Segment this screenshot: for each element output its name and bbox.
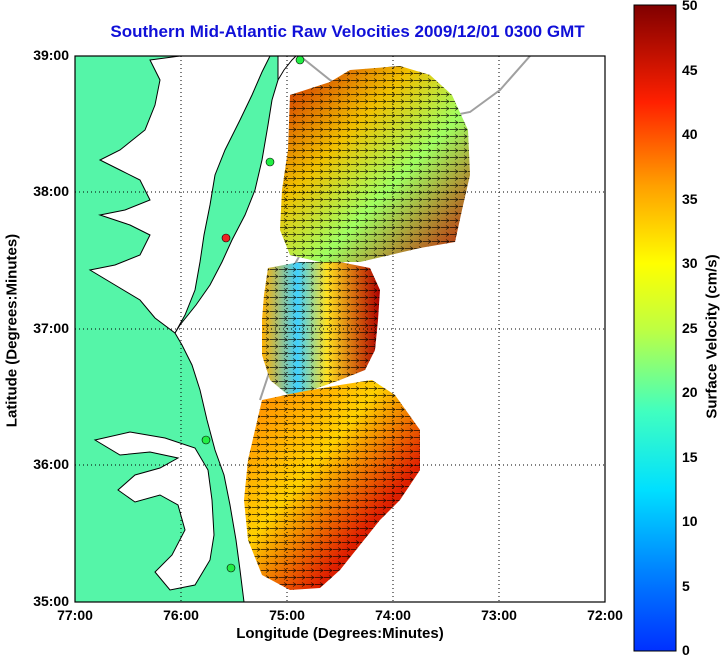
xtick-label: 75:00 [269,607,305,623]
colorbar-tick: 10 [682,513,698,529]
xtick-label: 74:00 [375,607,411,623]
colorbar-tick: 5 [682,578,690,594]
ytick-label: 37:00 [33,320,69,336]
station-marker [265,157,275,167]
colorbar-tick: 50 [682,0,698,13]
chesapeake-bay [88,56,271,334]
colorbar-tick: 35 [682,191,698,207]
colorbar-tick: 20 [682,384,698,400]
delaware-bay [277,56,297,82]
ytick-label: 35:00 [33,593,69,609]
colorbar-tick: 45 [682,62,698,78]
velocity-arrows [244,66,470,590]
colorbar-tick: 40 [682,126,698,142]
map-title: Southern Mid-Atlantic Raw Velocities 200… [110,22,585,41]
station-marker [221,233,231,243]
ytick-label: 38:00 [33,183,69,199]
xtick-label: 76:00 [163,607,199,623]
pamlico-sound [93,431,215,591]
station-marker [226,563,236,573]
ytick-label: 39:00 [33,47,69,63]
grid-lines [75,56,605,602]
station-marker [295,56,305,65]
ytick-label: 36:00 [33,456,69,472]
colorbar-tick: 15 [682,449,698,465]
colorbar-tick: 25 [682,320,698,336]
xtick-label: 72:00 [587,607,623,623]
xtick-label: 73:00 [481,607,517,623]
colorbar-tick: 30 [682,255,698,271]
radar-stations [201,56,305,573]
colorbar [633,4,677,652]
station-marker [201,435,211,445]
colorbar-label: Surface Velocity (cm/s) [703,254,721,419]
xtick-label: 77:00 [57,607,93,623]
colorbar-tick: 0 [682,642,690,658]
x-axis-label: Longitude (Degrees:Minutes) [236,625,444,642]
y-axis-label: Latitude (Degrees:Minutes) [3,233,21,428]
